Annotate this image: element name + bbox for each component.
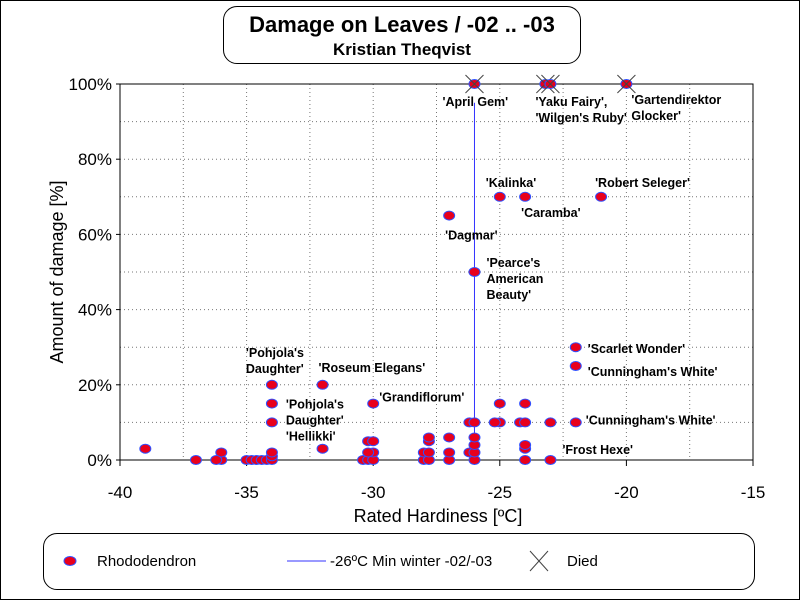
data-point	[367, 436, 380, 447]
data-point	[544, 455, 557, 465]
data-point	[595, 191, 608, 202]
y-tick-label: 0%	[87, 451, 112, 470]
data-point	[316, 443, 329, 454]
data-point	[265, 447, 278, 458]
plot-area-border	[119, 83, 754, 461]
annotation-label: 'Frost Hexe'	[562, 443, 633, 457]
annotations: 'April Gem' 'Yaku Fairy', 'Wilgen's Ruby' '…	[246, 93, 721, 457]
data-point	[443, 210, 456, 221]
x-tick-label: -35	[234, 483, 259, 502]
y-axis-label: Amount of damage [%]	[47, 180, 67, 363]
data-points	[139, 191, 608, 465]
annotation-label: 'Caramba'	[521, 206, 580, 220]
data-point	[362, 447, 375, 458]
x-tick-label: -20	[614, 483, 639, 502]
chart-subtitle: Kristian Theqvist	[333, 40, 471, 59]
data-point	[367, 398, 380, 409]
data-point	[443, 432, 456, 443]
y-tick-label: 60%	[78, 225, 112, 244]
annotation-label: Daughter'	[286, 414, 344, 428]
annotation-label: 'Cunningham's White'	[588, 365, 718, 379]
annotation-label: 'Scarlet Wonder'	[588, 342, 685, 356]
data-point	[519, 191, 532, 202]
y-tick-label: 100%	[69, 75, 112, 94]
annotation-label: 'Hellikki'	[286, 429, 336, 443]
annotation-label: 'April Gem'	[442, 95, 508, 109]
data-point	[519, 439, 532, 450]
x-tick-label: -25	[488, 483, 513, 502]
died-cross-line	[465, 74, 484, 94]
data-point	[139, 443, 152, 454]
axis-ticks: -40 -35 -30 -25 -20 -15 0% 20% 40% 60% 80% 100%	[69, 75, 766, 502]
annotation-label: Glocker'	[631, 109, 681, 123]
grid-lines	[120, 84, 753, 460]
data-point	[265, 398, 278, 409]
data-point	[569, 342, 582, 353]
data-point	[468, 417, 481, 428]
died-cross-line	[617, 74, 636, 94]
annotation-label: 'Yaku Fairy',	[535, 95, 607, 109]
y-tick-label: 80%	[78, 150, 112, 169]
annotation-label: American	[486, 272, 543, 286]
annotation-label: 'Gartendirektor	[631, 93, 721, 107]
annotation-label: 'Robert Seleger'	[595, 176, 690, 190]
data-point	[569, 417, 582, 428]
data-point	[519, 417, 532, 428]
x-tick-label: -15	[741, 483, 766, 502]
title-box: Damage on Leaves / -02 .. -03 Kristian T…	[223, 6, 581, 64]
data-point	[215, 447, 228, 458]
annotation-label: 'Kalinka'	[486, 176, 536, 190]
data-point	[265, 417, 278, 428]
annotation-label: 'Pohjola's	[286, 398, 344, 412]
data-point	[493, 191, 506, 202]
x-tick-label: -30	[361, 483, 386, 502]
y-tick-label: 40%	[78, 301, 112, 320]
data-point	[422, 447, 435, 458]
data-point	[265, 379, 278, 390]
data-point	[519, 455, 532, 465]
data-point	[189, 455, 202, 465]
died-cross-line	[541, 74, 560, 94]
data-point	[493, 398, 506, 409]
data-point	[443, 447, 456, 458]
data-point	[544, 417, 557, 428]
annotation-label: Beauty'	[486, 288, 531, 302]
died-markers	[465, 74, 636, 94]
chart-title: Damage on Leaves / -02 .. -03	[249, 12, 555, 37]
x-axis-label: Rated Hardiness [ºC]	[354, 506, 523, 526]
data-point	[488, 417, 501, 428]
data-point	[210, 455, 223, 465]
legend-box	[43, 533, 755, 590]
data-point	[569, 361, 582, 371]
x-tick-label: -40	[108, 483, 133, 502]
annotation-label: 'Dagmar'	[445, 229, 498, 243]
annotation-label: 'Wilgen's Ruby'	[535, 111, 626, 125]
data-point	[468, 267, 481, 277]
y-tick-label: 20%	[78, 376, 112, 395]
data-point	[422, 432, 435, 443]
annotation-label: Daughter'	[246, 362, 304, 376]
annotation-label: 'Cunningham's White'	[586, 413, 716, 427]
data-point	[468, 432, 481, 443]
annotation-label: 'Pohjola's	[246, 346, 304, 360]
annotation-label: 'Grandiflorum'	[379, 391, 464, 405]
data-point	[316, 379, 329, 390]
annotation-label: 'Pearce's	[486, 256, 540, 270]
data-point	[519, 398, 532, 409]
annotation-label: 'Roseum Elegans'	[319, 361, 426, 375]
